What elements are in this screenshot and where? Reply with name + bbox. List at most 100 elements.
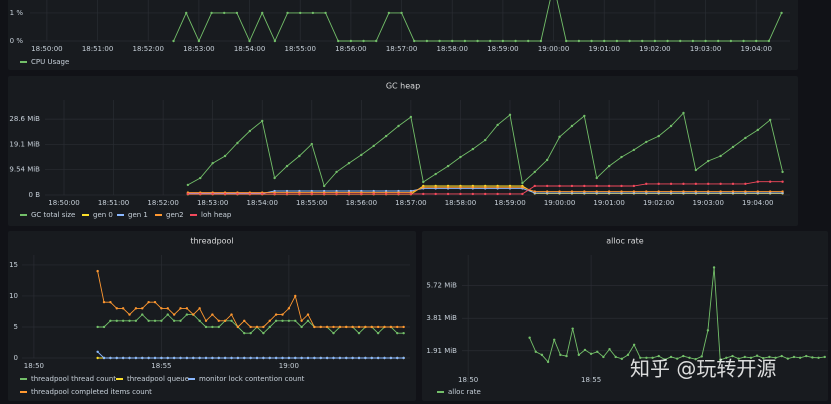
x-tick-label: 19:03:00 xyxy=(693,199,724,207)
data-point xyxy=(731,145,735,149)
data-point xyxy=(669,190,673,193)
data-point xyxy=(249,325,252,329)
data-point xyxy=(262,331,265,335)
data-point xyxy=(332,331,335,335)
data-point xyxy=(243,331,246,335)
data-point xyxy=(311,11,315,15)
data-point xyxy=(248,129,252,133)
data-point xyxy=(102,325,106,329)
data-point xyxy=(707,182,710,186)
data-point xyxy=(546,360,550,364)
data-point xyxy=(409,192,413,196)
data-point xyxy=(360,153,363,157)
data-point xyxy=(357,356,361,360)
x-tick-label: 18:51:00 xyxy=(82,45,113,53)
data-point xyxy=(590,39,593,43)
data-point xyxy=(357,325,361,329)
x-tick-label: 18:54:00 xyxy=(234,45,265,53)
data-point xyxy=(273,39,277,43)
data-point xyxy=(501,39,505,43)
y-tick-label: 9.54 MiB xyxy=(9,166,40,174)
data-point xyxy=(583,348,587,352)
data-point xyxy=(781,190,784,193)
data-point xyxy=(583,190,586,193)
data-point xyxy=(570,184,574,188)
data-point xyxy=(230,313,233,316)
data-point xyxy=(211,356,214,360)
data-point xyxy=(211,192,214,196)
data-point xyxy=(396,356,399,360)
data-point xyxy=(484,186,487,189)
data-point xyxy=(274,313,278,316)
data-point xyxy=(243,319,246,322)
data-point xyxy=(179,307,182,310)
data-point xyxy=(351,356,354,360)
data-point xyxy=(262,325,265,329)
data-point xyxy=(281,356,284,360)
data-point xyxy=(335,170,338,174)
data-point xyxy=(484,192,487,196)
data-point xyxy=(607,184,611,188)
x-tick-label: 19:00:00 xyxy=(538,45,569,53)
data-point xyxy=(508,192,512,196)
legend-label: alloc rate xyxy=(448,388,481,396)
data-point xyxy=(172,356,176,360)
data-point xyxy=(632,343,636,346)
x-tick-label: 18:52:00 xyxy=(132,45,163,53)
data-point xyxy=(198,356,201,360)
x-tick-label: 18:57:00 xyxy=(386,45,417,53)
data-point xyxy=(211,313,214,316)
data-point xyxy=(731,354,734,358)
data-point xyxy=(476,39,479,43)
data-point xyxy=(459,186,462,189)
data-point xyxy=(109,300,112,304)
data-point xyxy=(286,11,289,15)
data-point xyxy=(484,138,487,142)
data-point xyxy=(756,180,759,183)
data-point xyxy=(384,192,388,196)
data-point xyxy=(545,184,549,188)
data-point xyxy=(281,319,284,322)
data-point xyxy=(400,11,403,15)
data-point xyxy=(134,319,138,322)
data-point xyxy=(236,356,240,360)
data-point xyxy=(434,192,437,196)
y-tick-label: 0 xyxy=(14,354,18,362)
x-tick-label: 18:54:00 xyxy=(246,199,277,207)
data-point xyxy=(422,192,425,196)
data-point xyxy=(675,357,679,360)
y-tick-label: 5 xyxy=(14,323,18,331)
data-point xyxy=(459,192,462,196)
data-point xyxy=(372,192,375,196)
data-point xyxy=(313,325,316,329)
data-point xyxy=(306,313,310,316)
data-point xyxy=(743,355,746,359)
data-point xyxy=(347,161,351,165)
data-point xyxy=(249,356,252,360)
y-tick-label: 0 B xyxy=(29,191,41,199)
data-point xyxy=(632,148,636,152)
data-point xyxy=(645,140,648,144)
y-tick-label: 1 % xyxy=(10,9,24,17)
data-point xyxy=(712,266,716,269)
data-point xyxy=(409,115,413,119)
x-tick-label: 19:02:00 xyxy=(639,45,670,53)
data-point xyxy=(325,325,329,329)
x-tick-label: 18:59:00 xyxy=(494,199,525,207)
data-point xyxy=(383,356,386,360)
x-tick-label: 18:55:00 xyxy=(284,45,315,53)
data-point xyxy=(595,176,598,180)
data-point xyxy=(719,182,722,186)
x-tick-label: 18:58:00 xyxy=(445,199,476,207)
data-point xyxy=(147,356,150,360)
data-point xyxy=(274,319,278,322)
data-point xyxy=(345,325,348,329)
data-point xyxy=(235,11,239,15)
x-tick-label: 18:55:00 xyxy=(296,199,327,207)
data-point xyxy=(571,327,574,330)
data-point xyxy=(639,356,642,359)
data-point xyxy=(338,356,342,360)
data-point xyxy=(389,356,393,360)
panel-title: GC heap xyxy=(386,82,420,91)
data-point xyxy=(223,192,227,196)
